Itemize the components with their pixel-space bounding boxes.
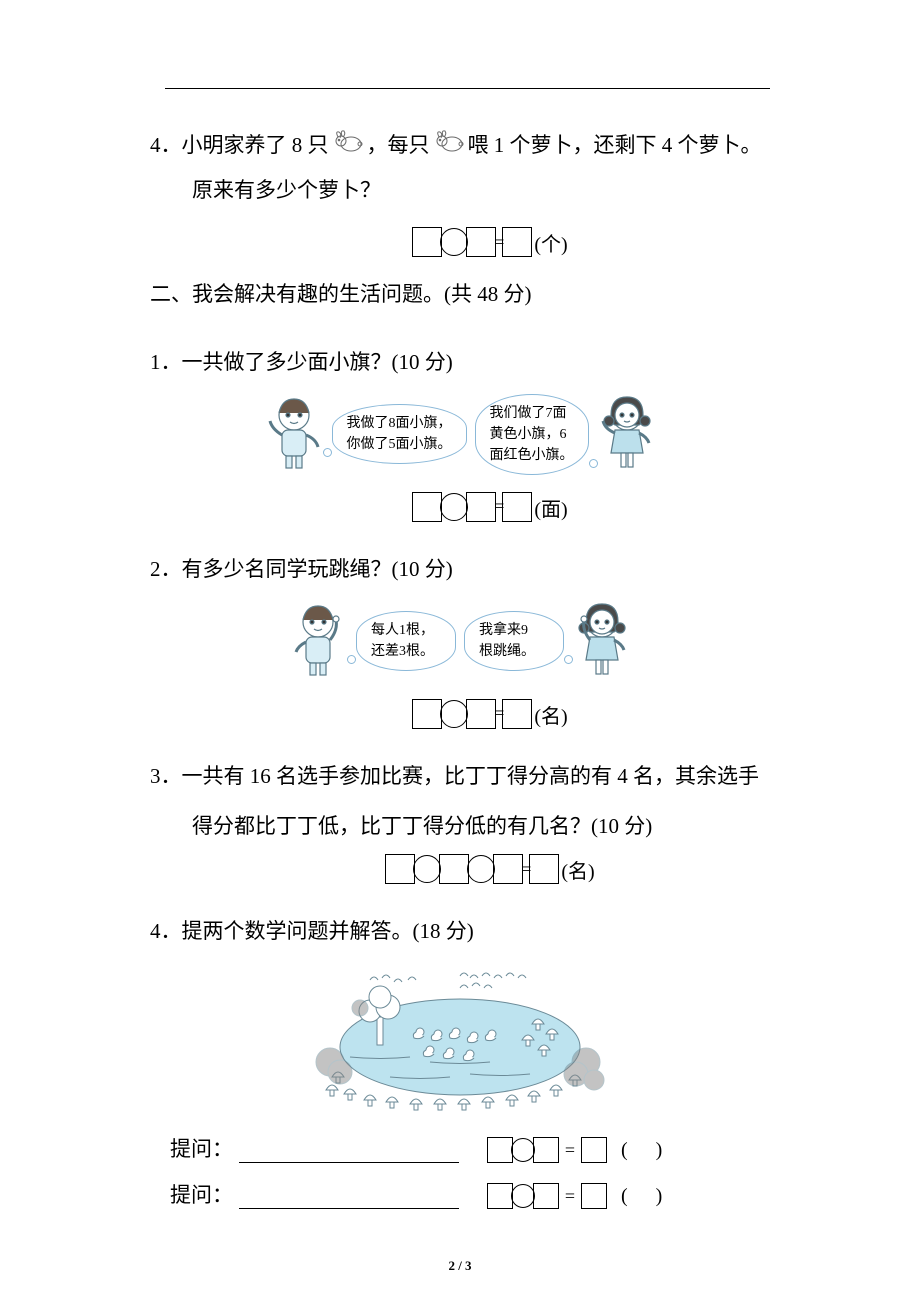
boy-icon	[264, 393, 324, 476]
paren-right: )	[656, 1185, 663, 1207]
answer-box[interactable]	[487, 1183, 513, 1209]
q4-line1: 4．小明家养了 8 只 ，每只	[150, 126, 770, 167]
boy-icon	[288, 600, 348, 683]
speech-bubble-right: 我们做了7面 黄色小旗，6 面红色小旗。	[475, 394, 589, 475]
equals-sign: =	[561, 1186, 579, 1207]
equals-sign: =	[561, 1140, 579, 1161]
s2q4-number: 4．	[150, 919, 182, 943]
tiwen-label: 提问：	[170, 1179, 233, 1209]
operator-circle[interactable]	[511, 1184, 535, 1208]
unit-label: (名)	[561, 855, 594, 884]
unit-label: (个)	[534, 228, 567, 257]
unit-label: (名)	[534, 700, 567, 729]
top-horizontal-rule	[165, 88, 770, 89]
operator-circle[interactable]	[440, 228, 468, 256]
rabbit-icon	[432, 127, 466, 167]
s2q1-equation: = (面)	[150, 492, 770, 522]
speech-bubble-left: 每人1根， 还差3根。	[356, 611, 456, 671]
unit-label: (面)	[534, 493, 567, 522]
s2q2-number: 2．	[150, 557, 182, 581]
bubble-text: 面红色小旗。	[490, 448, 574, 463]
s2q1-dialog: 我做了8面小旗， 你做了5面小旗。 我们做了7面 黄色小旗，6 面红色小旗。	[150, 393, 770, 476]
equals-sign: =	[490, 703, 508, 724]
q4-equation: = (个)	[150, 227, 770, 257]
question-blank[interactable]	[239, 1141, 459, 1163]
bubble-text: 我拿来9	[479, 623, 528, 638]
s2q2-text: 有多少名同学玩跳绳？(10 分)	[182, 557, 453, 581]
bubble-text: 黄色小旗，6	[490, 427, 567, 442]
s2q1-text: 一共做了多少面小旗？(10 分)	[182, 350, 453, 374]
s2q4-scene	[150, 962, 770, 1117]
s2q3-line1: 3．一共有 16 名选手参加比赛，比丁丁得分高的有 4 名，其余选手	[150, 757, 770, 797]
q4-text-a: 小明家养了 8 只	[182, 133, 329, 157]
s2q2-line: 2．有多少名同学玩跳绳？(10 分)	[150, 550, 770, 590]
bubble-text: 你做了5面小旗。	[347, 437, 452, 452]
s2q3-number: 3．	[150, 764, 182, 788]
q4-line2: 原来有多少个萝卜？	[192, 171, 770, 211]
operator-circle[interactable]	[413, 855, 441, 883]
s2q4-tiwen-2: 提问： = ()	[150, 1179, 770, 1209]
question-blank[interactable]	[239, 1187, 459, 1209]
answer-box[interactable]	[581, 1183, 607, 1209]
bubble-text: 我做了8面小旗，	[347, 416, 452, 431]
operator-circle[interactable]	[511, 1138, 535, 1162]
answer-box[interactable]	[412, 227, 442, 257]
operator-circle[interactable]	[467, 855, 495, 883]
s2q1-number: 1．	[150, 350, 182, 374]
speech-bubble-right: 我拿来9 根跳绳。	[464, 611, 564, 671]
s2q4-tiwen-1: 提问： = ()	[150, 1133, 770, 1163]
paren-left: (	[621, 1185, 628, 1207]
answer-box[interactable]	[412, 492, 442, 522]
equals-sign: =	[490, 232, 508, 253]
answer-box[interactable]	[533, 1137, 559, 1163]
bubble-text: 还差3根。	[371, 644, 434, 659]
tiwen-label: 提问：	[170, 1133, 233, 1163]
s2q2-dialog: 每人1根， 还差3根。 我拿来9 根跳绳。	[150, 600, 770, 683]
q4-text-c: 喂 1 个萝卜，还剩下 4 个萝卜。	[468, 133, 762, 157]
answer-box[interactable]	[487, 1137, 513, 1163]
answer-box[interactable]	[385, 854, 415, 884]
girl-icon	[572, 600, 632, 683]
bubble-text: 根跳绳。	[479, 644, 535, 659]
answer-box[interactable]	[439, 854, 469, 884]
s2q3-text1: 一共有 16 名选手参加比赛，比丁丁得分高的有 4 名，其余选手	[182, 764, 760, 788]
speech-bubble-left: 我做了8面小旗， 你做了5面小旗。	[332, 404, 467, 464]
equals-sign: =	[517, 859, 535, 880]
s2q2-equation: = (名)	[150, 699, 770, 729]
q4-number: 4．	[150, 133, 182, 157]
s2q3-line2: 得分都比丁丁低，比丁丁得分低的有几名？(10 分)	[192, 807, 770, 847]
answer-box[interactable]	[581, 1137, 607, 1163]
rabbit-icon	[331, 127, 365, 167]
girl-icon	[597, 393, 657, 476]
answer-box[interactable]	[533, 1183, 559, 1209]
equals-sign: =	[490, 496, 508, 517]
bubble-text: 每人1根，	[371, 623, 434, 638]
answer-box[interactable]	[412, 699, 442, 729]
s2q3-equation: = (名)	[150, 854, 770, 884]
paren-left: (	[621, 1139, 628, 1161]
s2q4-line: 4．提两个数学问题并解答。(18 分)	[150, 912, 770, 952]
s2q1-line: 1．一共做了多少面小旗？(10 分)	[150, 343, 770, 383]
s2q4-text: 提两个数学问题并解答。(18 分)	[182, 919, 474, 943]
operator-circle[interactable]	[440, 493, 468, 521]
page-number: 2 / 3	[0, 1258, 920, 1274]
q4-text-b: ，每只	[367, 133, 430, 157]
paren-right: )	[656, 1139, 663, 1161]
operator-circle[interactable]	[440, 700, 468, 728]
section2-heading: 二、我会解决有趣的生活问题。(共 48 分)	[150, 275, 770, 315]
bubble-text: 我们做了7面	[490, 406, 567, 421]
